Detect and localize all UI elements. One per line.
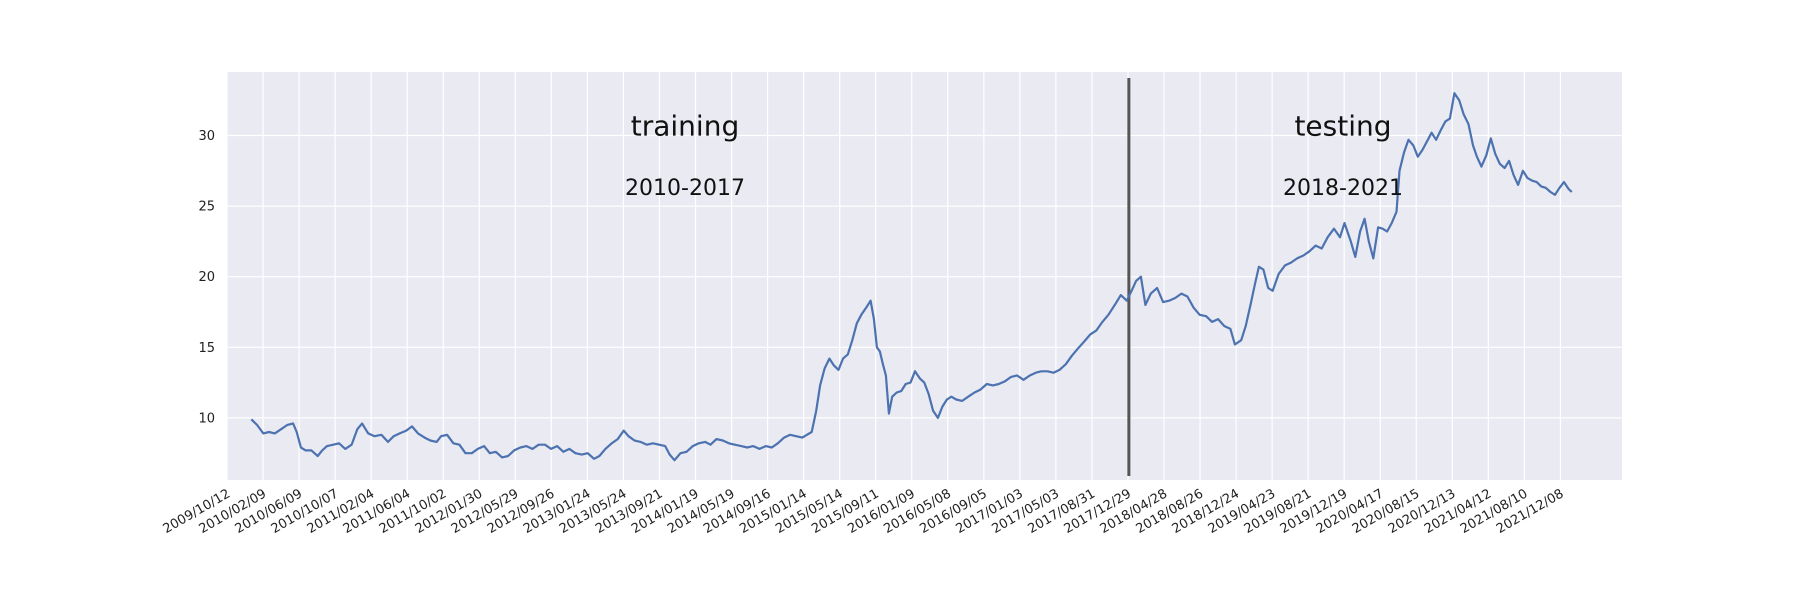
y-tick-label: 25 — [198, 200, 215, 215]
annotations: training 2010-2017 testing 2018-2021 — [625, 110, 1403, 201]
plot-background — [227, 72, 1622, 480]
y-tick-label: 20 — [198, 270, 215, 285]
y-tick-label: 15 — [198, 341, 215, 356]
training-period-label: 2010-2017 — [625, 176, 745, 201]
training-label: training — [631, 110, 739, 143]
y-axis-tick-labels: 10 15 20 25 30 — [198, 129, 215, 426]
y-tick-label: 10 — [198, 411, 215, 426]
testing-period-label: 2018-2021 — [1283, 176, 1403, 201]
testing-label: testing — [1294, 110, 1391, 143]
x-gridlines — [226, 72, 1562, 480]
y-tick-label: 30 — [198, 129, 215, 144]
price-series-line — [250, 92, 1573, 462]
y-gridlines — [227, 134, 1622, 419]
x-axis-tick-labels: 2009/10/122010/02/092010/06/092010/10/07… — [161, 486, 1567, 536]
